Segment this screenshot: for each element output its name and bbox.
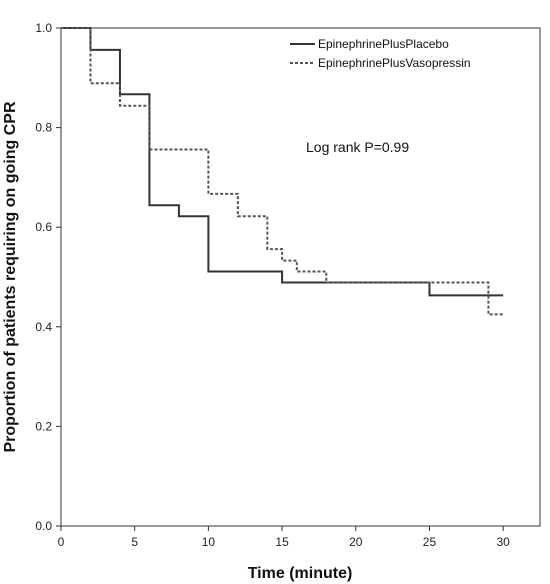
- series-line-placebo: [61, 27, 504, 297]
- y-tick-label: 0.6: [35, 220, 52, 234]
- y-tick-label: 0.2: [35, 419, 52, 433]
- series-layer: [61, 27, 504, 316]
- x-tick-label: 10: [202, 535, 216, 549]
- y-tick-label: 0.8: [35, 121, 52, 135]
- y-tick-label: 1.0: [35, 21, 52, 35]
- y-axis-title: Proportion of patients requiring on goin…: [2, 101, 19, 453]
- x-tick-label: 25: [423, 535, 437, 549]
- x-tick-label: 5: [131, 535, 138, 549]
- x-axis-title: Time (minute): [248, 565, 353, 582]
- x-tick-label: 20: [349, 535, 363, 549]
- series-line-vasopressin: [61, 27, 504, 316]
- legend-label-vasopressin: EpinephrinePlusVasopressin: [318, 56, 471, 70]
- x-axis: 0 5 10 15 20 25 30: [58, 526, 510, 549]
- log-rank-annotation: Log rank P=0.99: [306, 139, 409, 155]
- x-tick-label: 15: [275, 535, 289, 549]
- legend-label-placebo: EpinephrinePlusPlacebo: [318, 37, 449, 51]
- x-tick-label: 30: [496, 535, 510, 549]
- x-tick-label: 0: [58, 535, 65, 549]
- plot-frame: [60, 27, 541, 527]
- y-tick-label: 0.0: [35, 519, 52, 533]
- y-tick-label: 0.4: [35, 320, 52, 334]
- y-axis: 0.0 0.2 0.4 0.6 0.8 1.0: [35, 21, 61, 533]
- legend: EpinephrinePlusPlacebo EpinephrinePlusVa…: [290, 37, 471, 70]
